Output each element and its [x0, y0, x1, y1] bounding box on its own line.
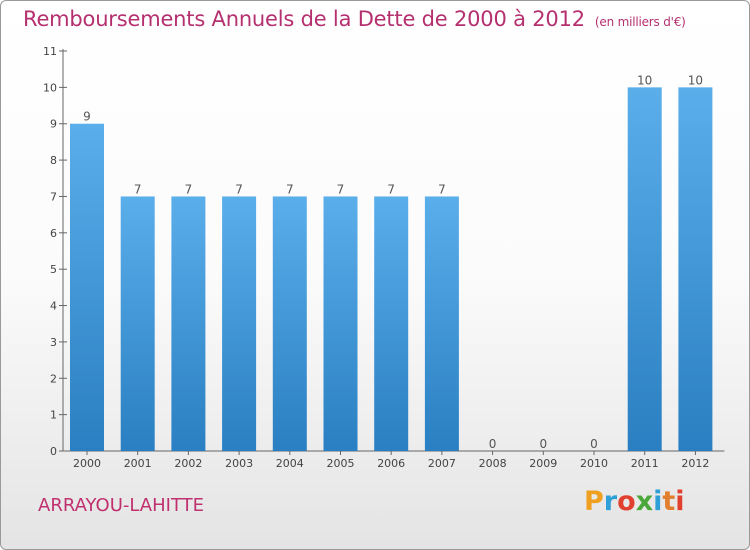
data-label: 7 — [286, 182, 294, 196]
x-tick-label: 2009 — [529, 457, 557, 470]
x-tick-label: 2000 — [73, 457, 101, 470]
y-tick-label: 3 — [50, 336, 57, 349]
bar — [272, 196, 307, 451]
data-label: 0 — [590, 437, 598, 451]
bar — [627, 87, 662, 451]
data-label: 0 — [489, 437, 497, 451]
data-label: 0 — [539, 437, 547, 451]
x-tick-label: 2012 — [681, 457, 709, 470]
data-label: 10 — [637, 73, 652, 87]
x-tick-label: 2003 — [225, 457, 253, 470]
bar — [678, 87, 713, 451]
bar-chart: 0 1 2 3 4 5 6 7 8 9 10 11 2000 9 2001 7 2002 7 2003 7 2004 7 2… — [43, 45, 725, 470]
y-tick-label: 9 — [50, 118, 57, 131]
logo-letter: r — [603, 486, 618, 517]
chart-title: Remboursements Annuels de la Dette de 20… — [23, 7, 686, 31]
data-label: 7 — [235, 182, 243, 196]
data-label: 7 — [185, 182, 193, 196]
logo-letter: t — [662, 486, 676, 517]
logo-letter: i — [653, 486, 663, 517]
x-tick-label: 2004 — [276, 457, 304, 470]
x-tick-label: 2011 — [631, 457, 659, 470]
x-tick-label: 2001 — [124, 457, 152, 470]
chart-subtitle: (en milliers d'€) — [594, 15, 686, 29]
proxiti-logo: Proxiti — [584, 486, 685, 517]
chart-title-text: Remboursements Annuels de la Dette de 20… — [23, 7, 585, 31]
bar — [120, 196, 155, 451]
logo-letter: P — [584, 486, 604, 517]
y-tick-label: 0 — [50, 445, 57, 458]
data-label: 7 — [134, 182, 142, 196]
x-tick-label: 2007 — [428, 457, 456, 470]
y-tick-label: 7 — [50, 190, 57, 203]
data-label: 7 — [387, 182, 395, 196]
logo-letter: x — [635, 486, 654, 517]
x-tick-label: 2008 — [479, 457, 507, 470]
y-tick-label: 1 — [50, 409, 57, 422]
x-tick-label: 2006 — [377, 457, 405, 470]
bar — [323, 196, 358, 451]
y-tick-label: 11 — [43, 45, 57, 58]
y-tick-label: 4 — [50, 300, 57, 313]
y-tick-label: 6 — [50, 227, 57, 240]
y-tick-label: 10 — [43, 81, 57, 94]
logo-letter: i — [675, 486, 685, 517]
bar — [222, 196, 257, 451]
data-label: 9 — [83, 110, 91, 124]
data-label: 7 — [337, 182, 345, 196]
bar — [424, 196, 459, 451]
data-label: 7 — [438, 182, 446, 196]
y-tick-label: 5 — [50, 263, 57, 276]
city-name: ARRAYOU-LAHITTE — [38, 495, 205, 516]
x-tick-label: 2002 — [174, 457, 202, 470]
y-tick-label: 2 — [50, 372, 57, 385]
x-tick-label: 2005 — [327, 457, 355, 470]
x-tick-label: 2010 — [580, 457, 608, 470]
bar — [70, 123, 104, 452]
bar — [374, 196, 409, 451]
logo-letter: o — [617, 486, 636, 517]
y-tick-label: 8 — [50, 154, 57, 167]
data-label: 10 — [688, 73, 703, 87]
bar — [171, 196, 206, 451]
